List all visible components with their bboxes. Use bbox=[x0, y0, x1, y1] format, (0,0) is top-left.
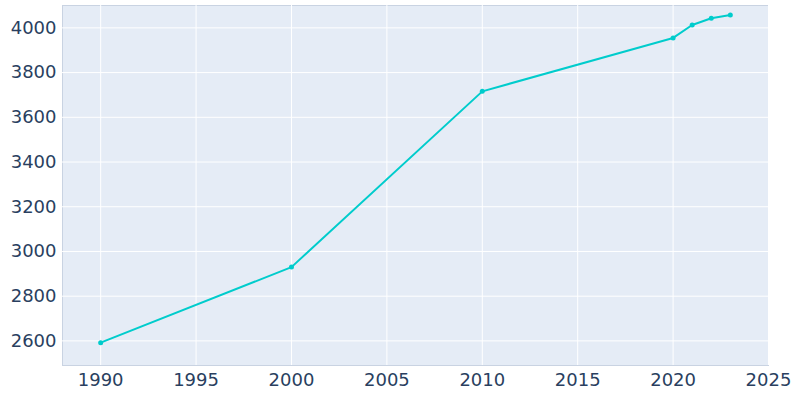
svg-text:2025: 2025 bbox=[746, 369, 792, 390]
svg-text:3000: 3000 bbox=[11, 240, 57, 261]
svg-text:3800: 3800 bbox=[11, 61, 57, 82]
svg-text:1990: 1990 bbox=[78, 369, 124, 390]
svg-text:3400: 3400 bbox=[11, 151, 57, 172]
svg-text:2600: 2600 bbox=[11, 330, 57, 351]
svg-text:3600: 3600 bbox=[11, 106, 57, 127]
svg-text:2020: 2020 bbox=[650, 369, 696, 390]
svg-text:2010: 2010 bbox=[459, 369, 505, 390]
svg-text:2005: 2005 bbox=[364, 369, 410, 390]
svg-text:1995: 1995 bbox=[173, 369, 219, 390]
svg-text:3200: 3200 bbox=[11, 196, 57, 217]
svg-text:2015: 2015 bbox=[555, 369, 601, 390]
svg-text:2000: 2000 bbox=[269, 369, 315, 390]
svg-text:2800: 2800 bbox=[11, 285, 57, 306]
svg-text:4000: 4000 bbox=[11, 17, 57, 38]
